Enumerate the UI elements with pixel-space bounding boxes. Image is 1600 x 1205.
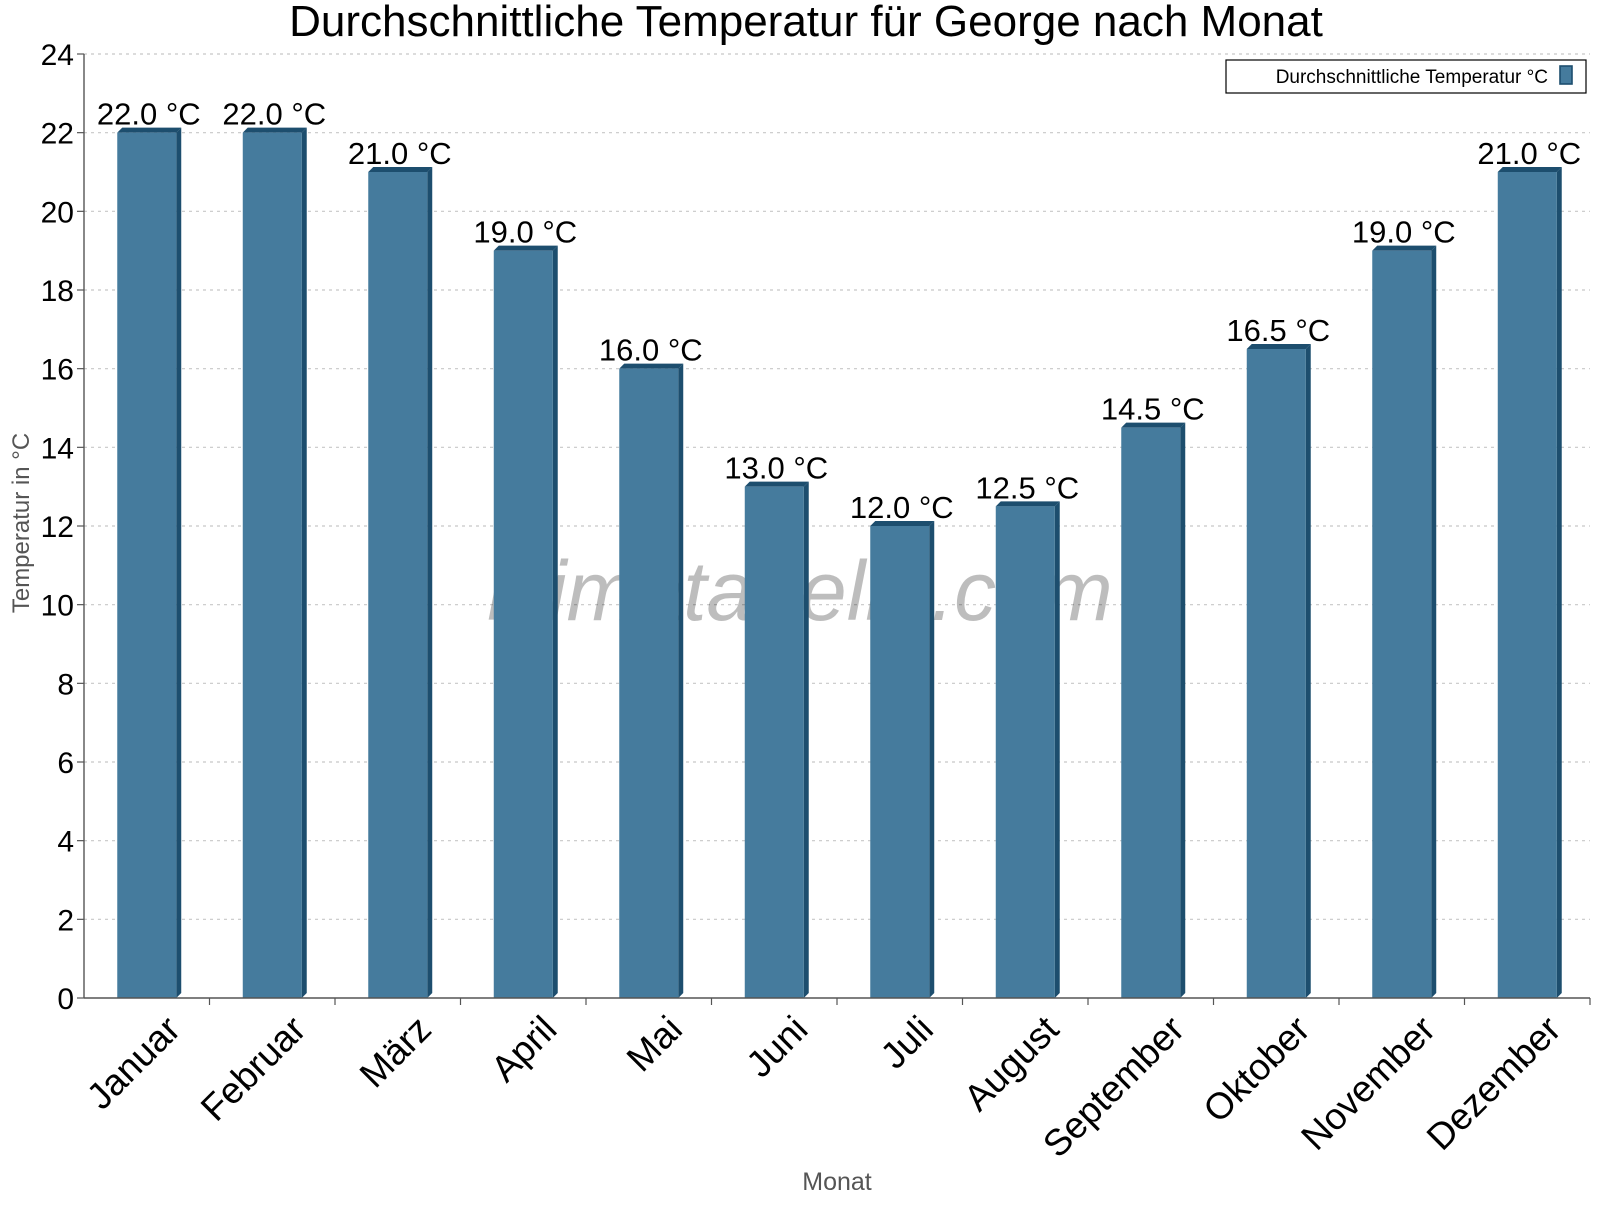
- bar: [1497, 172, 1557, 998]
- bar-side-face: [1431, 245, 1437, 998]
- data-label: 19.0 °C: [1352, 215, 1456, 250]
- bar-side-face: [176, 127, 182, 998]
- bar: [744, 486, 804, 998]
- legend: Durchschnittliche Temperatur °C: [1225, 59, 1587, 94]
- bar-group: 16.0 °C: [599, 333, 703, 999]
- bar-group: 19.0 °C: [1352, 215, 1456, 998]
- bar-group: 19.0 °C: [473, 215, 577, 998]
- bar-top-face: [995, 501, 1060, 507]
- bar: [995, 506, 1055, 998]
- bar-group: 22.0 °C: [97, 97, 201, 998]
- bar-group: 22.0 °C: [222, 97, 326, 998]
- bar-group: 21.0 °C: [348, 136, 452, 998]
- legend-box: [1225, 59, 1587, 94]
- data-label: 19.0 °C: [473, 215, 577, 250]
- y-tick-label: 22: [41, 118, 74, 151]
- bar-side-face: [301, 127, 307, 998]
- y-tick-label: 14: [41, 432, 74, 465]
- bar: [1372, 250, 1432, 998]
- bar-group: 16.5 °C: [1226, 313, 1330, 998]
- y-tick-label: 6: [57, 747, 74, 780]
- bar-top-face: [242, 127, 307, 133]
- y-tick-label: 10: [41, 590, 74, 623]
- bar-side-face: [678, 363, 684, 999]
- bar-top-face: [1497, 167, 1562, 172]
- bar: [242, 132, 302, 998]
- chart-title: Durchschnittliche Temperatur für George …: [289, 0, 1323, 46]
- axes: [77, 53, 1591, 1005]
- y-tick-label: 12: [41, 511, 74, 544]
- data-label: 21.0 °C: [1477, 136, 1581, 171]
- bar-top-face: [117, 127, 182, 133]
- bar-top-face: [870, 521, 935, 526]
- bar: [1246, 349, 1306, 998]
- bar-group: 21.0 °C: [1477, 136, 1581, 998]
- x-axis-label: Monat: [802, 1168, 872, 1196]
- y-tick-label: 4: [57, 826, 74, 859]
- bar-side-face: [427, 167, 433, 998]
- bar-side-face: [1305, 344, 1311, 998]
- y-tick-label: 0: [57, 983, 74, 1016]
- data-label: 14.5 °C: [1101, 392, 1205, 427]
- gridlines: [84, 53, 1590, 920]
- legend-label: Durchschnittliche Temperatur °C: [1276, 67, 1548, 88]
- bar: [870, 526, 930, 998]
- bar: [619, 368, 679, 999]
- y-tick-label: 20: [41, 196, 74, 229]
- data-label: 22.0 °C: [97, 97, 201, 132]
- data-label: 13.0 °C: [724, 451, 828, 486]
- bar-top-face: [744, 481, 809, 487]
- y-axis-label: Temperatur in °C: [8, 433, 35, 613]
- legend-swatch: [1559, 65, 1573, 85]
- bar-side-face: [929, 521, 935, 998]
- data-label: 12.0 °C: [850, 490, 954, 525]
- data-label: 21.0 °C: [348, 136, 452, 171]
- bar-group: 14.5 °C: [1101, 392, 1205, 999]
- y-tick-label: 2: [57, 904, 74, 937]
- bar-side-face: [1054, 501, 1060, 998]
- data-label: 22.0 °C: [222, 97, 326, 132]
- bar-group: 13.0 °C: [724, 451, 828, 999]
- bar-top-face: [493, 245, 558, 251]
- bar-side-face: [1556, 167, 1562, 998]
- bar-side-face: [552, 245, 558, 998]
- y-tick-label: 24: [41, 39, 74, 72]
- bar-group: 12.0 °C: [850, 490, 954, 998]
- bar: [493, 250, 553, 998]
- bar: [117, 132, 177, 998]
- bar-top-face: [1372, 245, 1437, 251]
- bar-top-face: [1121, 422, 1186, 428]
- bar-top-face: [368, 167, 433, 172]
- bar: [368, 172, 428, 998]
- data-label: 16.5 °C: [1226, 313, 1330, 348]
- y-tick-label: 18: [41, 275, 74, 308]
- bar-group: 12.5 °C: [975, 470, 1079, 998]
- bar-top-face: [1246, 344, 1311, 349]
- y-tick-label: 8: [57, 668, 74, 701]
- bar-top-face: [619, 363, 684, 369]
- y-tick-label: 16: [41, 354, 74, 387]
- data-label: 12.5 °C: [975, 470, 1079, 505]
- bar-side-face: [1180, 422, 1186, 999]
- data-label: 16.0 °C: [599, 333, 703, 368]
- bar-series: 22.0 °C 22.0 °C 21.0 °C 19.0 °C 16.0 °C 13.0 …: [97, 97, 1581, 999]
- bar: [1121, 427, 1181, 999]
- bar-side-face: [803, 481, 809, 999]
